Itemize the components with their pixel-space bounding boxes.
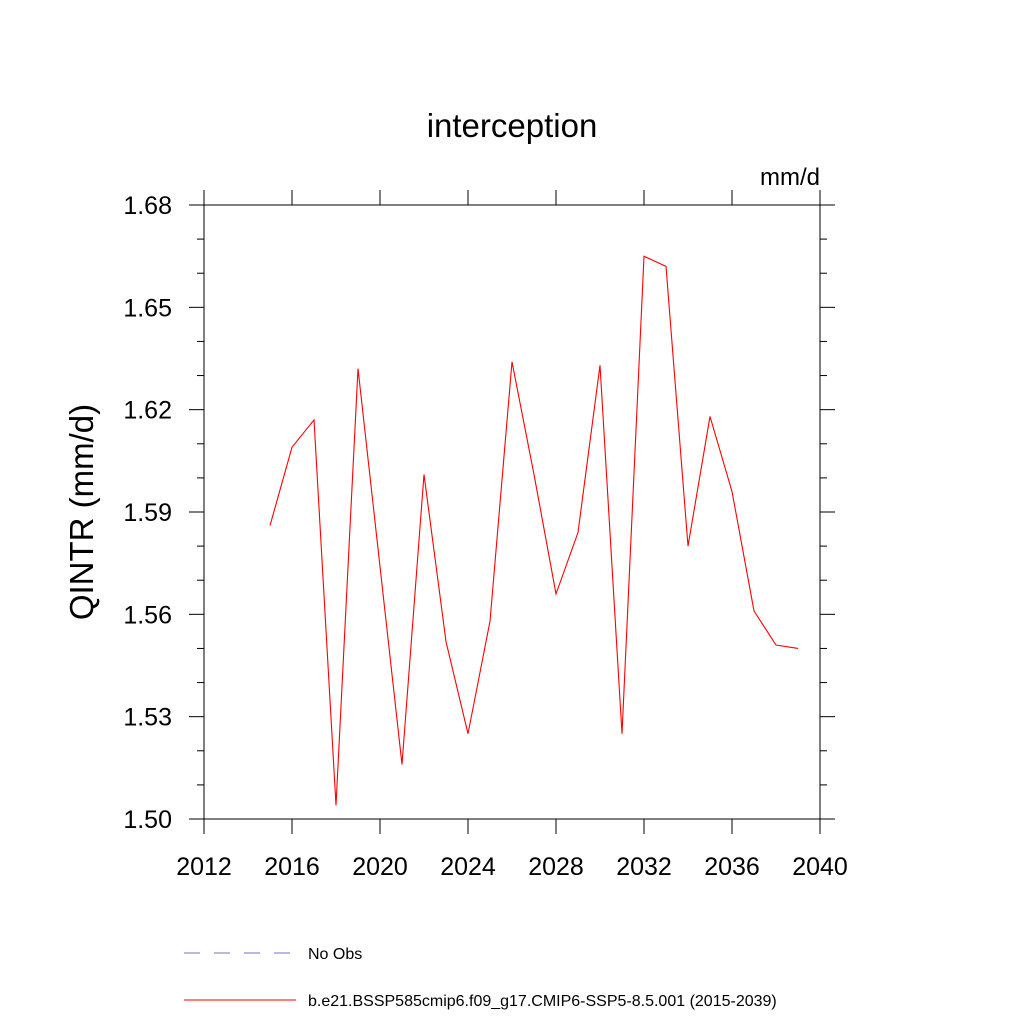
y-tick-label: 1.62 (123, 397, 172, 425)
plot-frame (203, 204, 821, 820)
legend: No Obs b.e21.BSSP585cmip6.f09_g17.CMIP6-S… (184, 946, 777, 1010)
y-tick-label: 1.53 (123, 704, 172, 732)
series-group (269, 255, 799, 806)
legend-label: No Obs (308, 946, 362, 963)
legend-label: b.e21.BSSP585cmip6.f09_g17.CMIP6-SSP5-8.… (308, 993, 777, 1010)
x-tick-label: 2028 (528, 853, 584, 881)
x-tick-label: 2012 (176, 853, 232, 881)
y-tick-label: 1.65 (123, 294, 172, 322)
y-tick-label: 1.68 (123, 192, 172, 220)
x-tick-label: 2016 (264, 853, 320, 881)
chart-title: interception (427, 107, 598, 144)
x-tick-label: 2020 (352, 853, 408, 881)
x-tick-label: 2036 (704, 853, 760, 881)
units-label: mm/d (760, 164, 820, 191)
series-line (269, 255, 799, 806)
x-tick-label: 2032 (616, 853, 672, 881)
y-tick-label: 1.59 (123, 499, 172, 527)
y-tick-labels: 1.50 1.53 1.56 1.59 1.62 1.65 1.68 (123, 192, 172, 834)
axis-ticks (189, 190, 835, 834)
x-tick-label: 2024 (440, 853, 496, 881)
x-tick-labels: 2012 2016 2020 2024 2028 2032 2036 2040 (176, 853, 848, 881)
y-axis-label: QINTR (mm/d) (63, 404, 100, 620)
y-tick-label: 1.50 (123, 806, 172, 834)
x-tick-label: 2040 (792, 853, 848, 881)
y-tick-label: 1.56 (123, 601, 172, 629)
